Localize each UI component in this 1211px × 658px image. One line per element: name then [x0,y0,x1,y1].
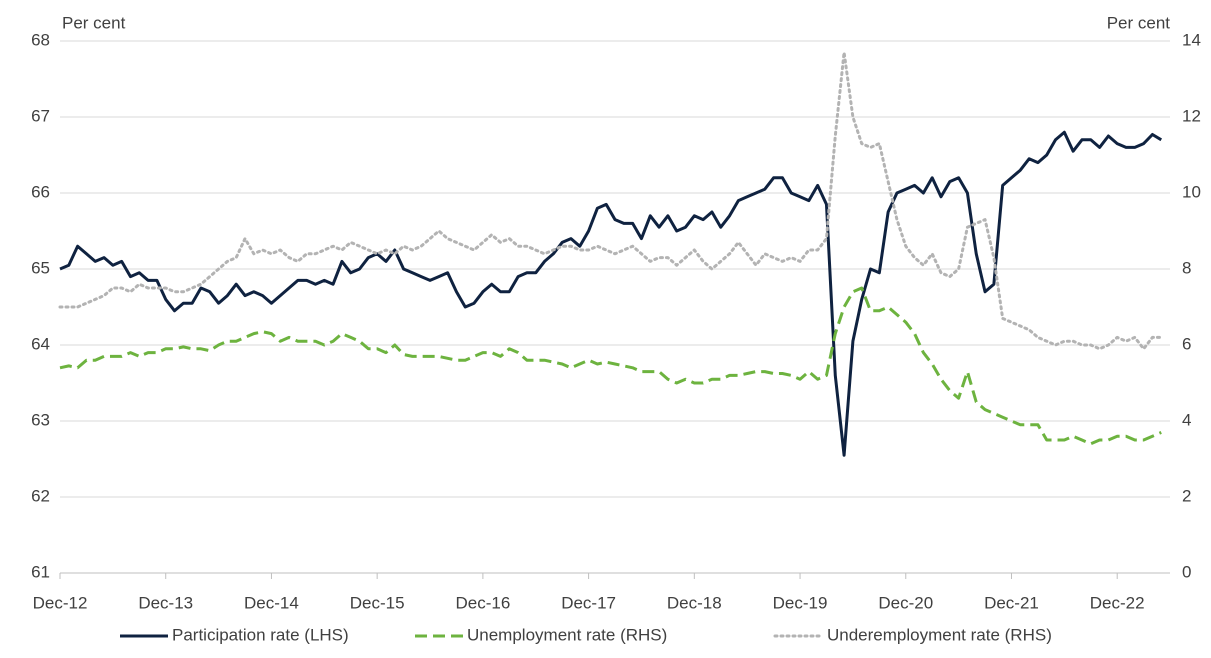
y2-tick-label: 8 [1182,258,1191,277]
x-tick-label: Dec-20 [878,593,933,612]
y-tick-label: 65 [31,258,50,277]
x-tick-label: Dec-13 [138,593,193,612]
y-tick-label: 64 [31,334,50,353]
y2-tick-label: 4 [1182,410,1191,429]
x-tick-label: Dec-21 [984,593,1039,612]
y2-tick-label: 14 [1182,30,1201,49]
x-tick-label: Dec-22 [1090,593,1145,612]
series-line [59,286,1162,446]
y-tick-label: 63 [31,410,50,429]
x-tick-label: Dec-18 [667,593,722,612]
y2-tick-label: 0 [1182,562,1191,581]
x-tick-label: Dec-14 [244,593,299,612]
y-tick-label: 61 [31,562,50,581]
y2-tick-label: 6 [1182,334,1191,353]
x-tick-label: Dec-17 [561,593,616,612]
x-tick-label: Dec-16 [455,593,510,612]
x-tick-label: Dec-12 [33,593,88,612]
x-tick-label: Dec-19 [773,593,828,612]
y-tick-label: 66 [31,182,50,201]
y-axis-label: Per cent [62,13,126,32]
series-line [58,50,1163,351]
legend-label: Unemployment rate (RHS) [467,625,667,644]
y2-tick-label: 10 [1182,182,1201,201]
x-tick-label: Dec-15 [350,593,405,612]
y2-axis-label: Per cent [1107,13,1171,32]
y-tick-label: 62 [31,486,50,505]
y-tick-label: 68 [31,30,50,49]
legend-label: Participation rate (LHS) [172,625,349,644]
legend-label: Underemployment rate (RHS) [827,625,1052,644]
y-tick-label: 67 [31,106,50,125]
series-line [59,130,1163,457]
y2-tick-label: 2 [1182,486,1191,505]
y2-tick-label: 12 [1182,106,1201,125]
